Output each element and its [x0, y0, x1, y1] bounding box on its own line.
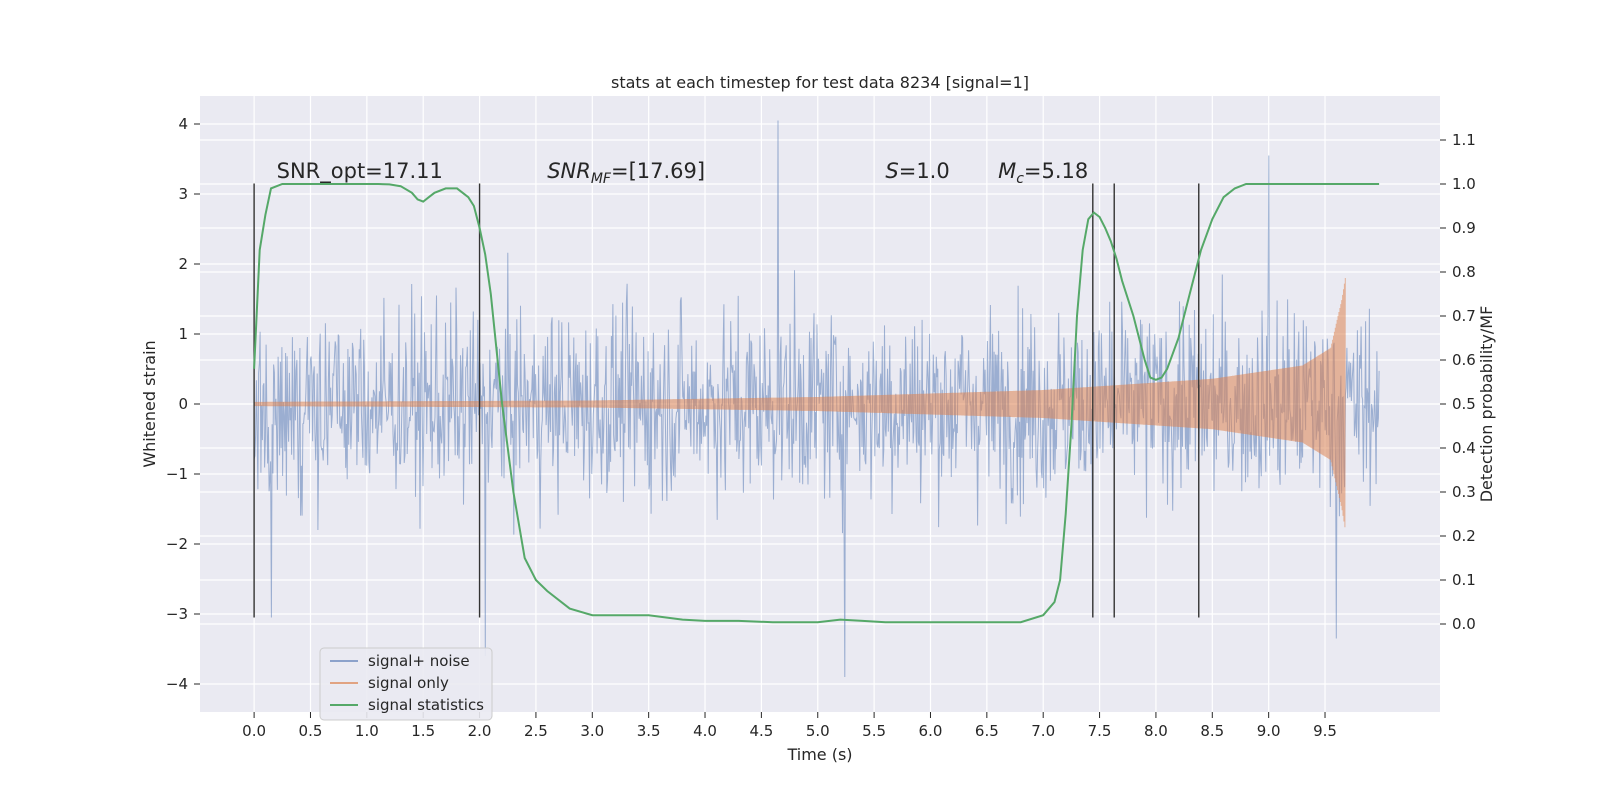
x-tick-label: 9.5	[1313, 722, 1337, 740]
x-tick-label: 5.5	[862, 722, 886, 740]
y-tick-label: 3	[178, 185, 188, 203]
x-tick-label: 3.0	[580, 722, 604, 740]
signal-plus-noise-line	[253, 120, 1380, 678]
x-tick-label: 8.0	[1144, 722, 1168, 740]
y2-ticks: 1.1 1.0 0.9 0.8 0.7 0.6 0.5 0.4 0.3 0.2 0.1 0.0	[1440, 131, 1476, 633]
y2-tick-label: 0.2	[1452, 527, 1476, 545]
y-tick-label: −4	[166, 675, 188, 693]
x-tick-label: 4.0	[693, 722, 717, 740]
x-tick-label: 5.0	[806, 722, 830, 740]
y-tick-label: −2	[166, 535, 188, 553]
legend-box	[319, 647, 493, 721]
x-tick-label: 1.5	[411, 722, 435, 740]
y2-tick-label: 0.0	[1452, 615, 1476, 633]
annotation-text: Mc=5.18	[998, 159, 1088, 187]
x-tick-label: 8.5	[1200, 722, 1224, 740]
y2-tick-label: 0.3	[1452, 483, 1476, 501]
x-tick-label: 7.5	[1088, 722, 1112, 740]
signal-statistics-line	[253, 183, 1380, 624]
y2-tick-label: 1.1	[1452, 131, 1476, 149]
y-tick-label: 0	[178, 395, 188, 413]
y2-axis-title: Detection probability/MF	[1477, 306, 1496, 503]
y-tick-label: 1	[178, 325, 188, 343]
annotation-text: SNR_opt=17.11	[277, 159, 443, 184]
x-tick-label: 7.0	[1031, 722, 1055, 740]
legend-label-stats: signal statistics	[368, 696, 484, 714]
y2-tick-label: 0.8	[1452, 263, 1476, 281]
x-tick-label: 1.0	[355, 722, 379, 740]
y2-tick-label: 0.7	[1452, 307, 1476, 325]
signal-series	[253, 277, 1346, 528]
y-tick-label: −1	[166, 465, 188, 483]
x-tick-label: 2.0	[468, 722, 492, 740]
y-ticks: 4 3 2 1 0 −1 −2 −3 −4	[166, 115, 200, 693]
x-tick-label: 0.0	[242, 722, 266, 740]
y-tick-label: 2	[178, 255, 188, 273]
y2-tick-label: 0.6	[1452, 351, 1476, 369]
legend: signal+ noise signal only signal statist…	[319, 647, 493, 721]
x-tick-label: 0.5	[299, 722, 323, 740]
y2-tick-label: 0.9	[1452, 219, 1476, 237]
x-tick-label: 9.0	[1257, 722, 1281, 740]
y2-tick-label: 1.0	[1452, 175, 1476, 193]
x-tick-label: 2.5	[524, 722, 548, 740]
legend-label-noise: signal+ noise	[368, 652, 470, 670]
chart-title: stats at each timestep for test data 823…	[611, 73, 1029, 92]
stats-series	[253, 183, 1380, 624]
signal-only-line	[253, 277, 1346, 528]
y-axis-title: Whitened strain	[140, 340, 159, 467]
x-axis-title: Time (s)	[786, 745, 852, 764]
annotation-text: SNRMF=[17.69]	[547, 159, 705, 187]
legend-label-signal: signal only	[368, 674, 449, 692]
x-ticks: 0.0 0.5 1.0 1.5 2.0 2.5 3.0 3.5 4.0 4.5 5.0 5.5 6.0 6…	[242, 712, 1337, 740]
y2-tick-label: 0.5	[1452, 395, 1476, 413]
x-tick-label: 4.5	[749, 722, 773, 740]
vertical-markers	[253, 183, 1200, 618]
y2-tick-label: 0.1	[1452, 571, 1476, 589]
x-tick-label: 6.0	[919, 722, 943, 740]
y2-tick-label: 0.4	[1452, 439, 1476, 457]
x-tick-label: 6.5	[975, 722, 999, 740]
noise-series	[253, 120, 1380, 678]
y-tick-label: 4	[178, 115, 188, 133]
annotations: SNR_opt=17.11 SNRMF=[17.69] S=1.0 Mc=5.18	[277, 159, 1089, 187]
annotation-text: S=1.0	[885, 159, 949, 183]
y-tick-label: −3	[166, 605, 188, 623]
x-tick-label: 3.5	[637, 722, 661, 740]
